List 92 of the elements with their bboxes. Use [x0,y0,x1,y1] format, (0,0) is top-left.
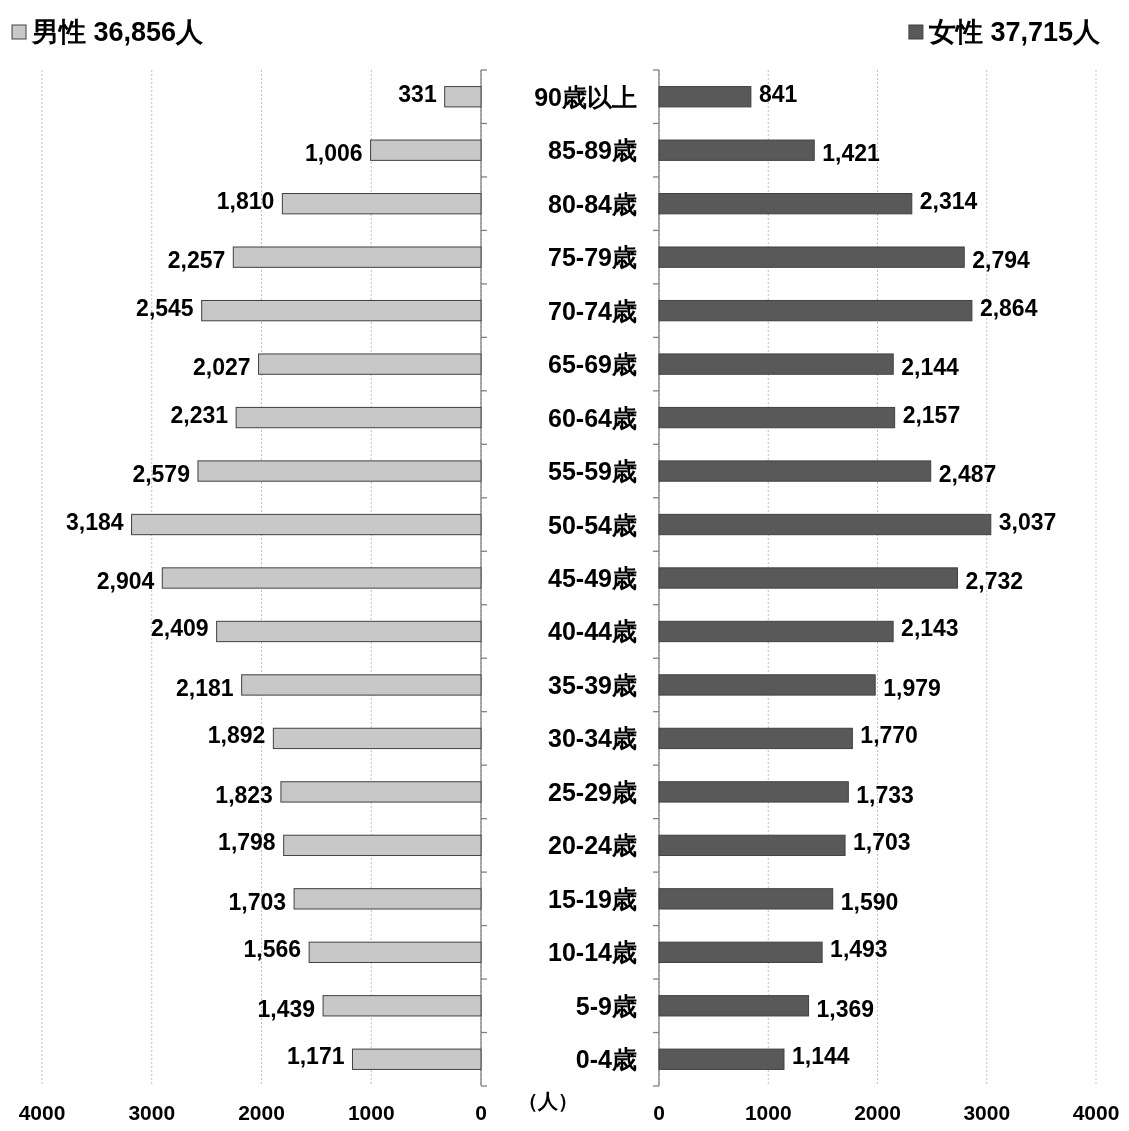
data-label: 1,171 [286,1043,345,1070]
y-tick-label: 35-39歳 [548,670,637,699]
data-label: 2,904 [96,568,155,594]
bar [658,834,846,857]
x-tick-label: 2000 [238,1101,285,1124]
bar [658,513,992,536]
y-tick-label: 50-54歳 [548,510,637,539]
data-label: 2,257 [167,247,226,274]
data-label: 2,231 [170,401,229,428]
x-tick-label: 3000 [128,1101,176,1124]
y-tick-label: 80-84歳 [548,189,637,218]
data-label: 2,409 [151,615,209,642]
y-tick-label: 75-79歳 [548,243,637,272]
data-label: 1,770 [860,722,918,749]
bar [658,353,894,375]
bar [658,1048,785,1070]
bar [658,941,823,963]
bar [241,674,482,696]
data-label: 2,794 [972,247,1031,274]
y-tick-label: 15-19歳 [548,884,637,913]
y-tick-label: 70-74歳 [548,296,637,325]
data-label: 2,144 [901,354,959,381]
data-label: 1,892 [207,722,266,749]
bar [658,193,913,215]
y-tick-label: 25-29歳 [548,777,637,806]
y-tick-label: 55-59歳 [548,457,637,486]
data-label: 2,314 [919,187,978,214]
data-label: 2,143 [901,615,959,642]
x-tick-label: 0 [653,1101,665,1124]
y-tick-label: 20-24歳 [548,831,637,860]
bar [658,727,853,750]
bar [658,406,896,429]
y-tick-label: 60-64歳 [548,403,637,432]
bar [658,460,932,482]
y-tick-label: 30-34歳 [548,724,637,753]
y-tick-label: 65-69歳 [548,350,637,379]
bar [658,299,973,322]
data-label: 1,590 [840,888,899,915]
data-label: 1,703 [853,829,911,856]
data-label: 1,369 [816,995,875,1022]
data-label: 1,979 [883,674,941,701]
data-label: 1,810 [216,187,275,214]
data-label: 3,037 [998,508,1057,535]
bar [658,674,876,696]
bar [658,781,849,803]
data-label: 2,545 [136,294,194,321]
y-tick-label: 5-9歳 [575,991,637,1020]
y-tick-label: 40-44歳 [548,617,637,646]
y-tick-label: 85-89歳 [548,136,637,165]
data-label: 1,006 [305,140,363,167]
x-tick-label: 0 [475,1101,487,1124]
data-label: 2,487 [938,461,997,488]
x-tick-label: 1000 [744,1101,792,1124]
data-label: 841 [758,80,798,107]
text: （人） [518,1090,578,1112]
data-label: 1,823 [215,781,273,808]
data-label: 1,798 [218,829,276,856]
data-label: 3,184 [65,508,124,535]
x-tick-label: 4000 [18,1101,66,1124]
data-label: 1,144 [791,1043,850,1070]
bar [232,246,482,268]
y-tick-label: 0-4歳 [575,1045,637,1074]
data-label: 1,703 [228,888,287,915]
data-label: 1,566 [243,936,302,963]
data-label: 1,439 [257,995,316,1022]
y-tick-label: 45-49歳 [548,564,637,592]
legend-label: 男性 36,856人 [31,17,205,47]
bar [658,139,815,161]
bar [658,888,834,910]
bar [658,86,752,108]
legend-label: 女性 37,715人 [927,17,1101,47]
data-label: 2,027 [192,354,251,381]
data-label: 2,157 [902,401,961,428]
data-label: 1,733 [856,781,914,808]
x-tick-label: 4000 [1072,1101,1120,1124]
y-tick-label: 10-14歳 [548,938,637,967]
data-label: 2,864 [979,294,1038,321]
data-label: 1,421 [822,140,881,167]
bar [658,246,965,268]
data-label: 331 [398,80,437,107]
bar [444,86,482,108]
bar [658,567,958,589]
bar [658,995,810,1017]
data-label: 2,181 [176,674,234,701]
data-label: 2,732 [965,568,1024,594]
x-tick-label: 2000 [854,1101,901,1124]
data-label: 1,493 [830,936,888,963]
x-tick-label: 1000 [347,1101,395,1124]
x-tick-label: 3000 [963,1101,1011,1124]
data-label: 2,579 [132,461,190,488]
bar [658,620,894,643]
y-tick-label: 90歳以上 [534,82,637,111]
